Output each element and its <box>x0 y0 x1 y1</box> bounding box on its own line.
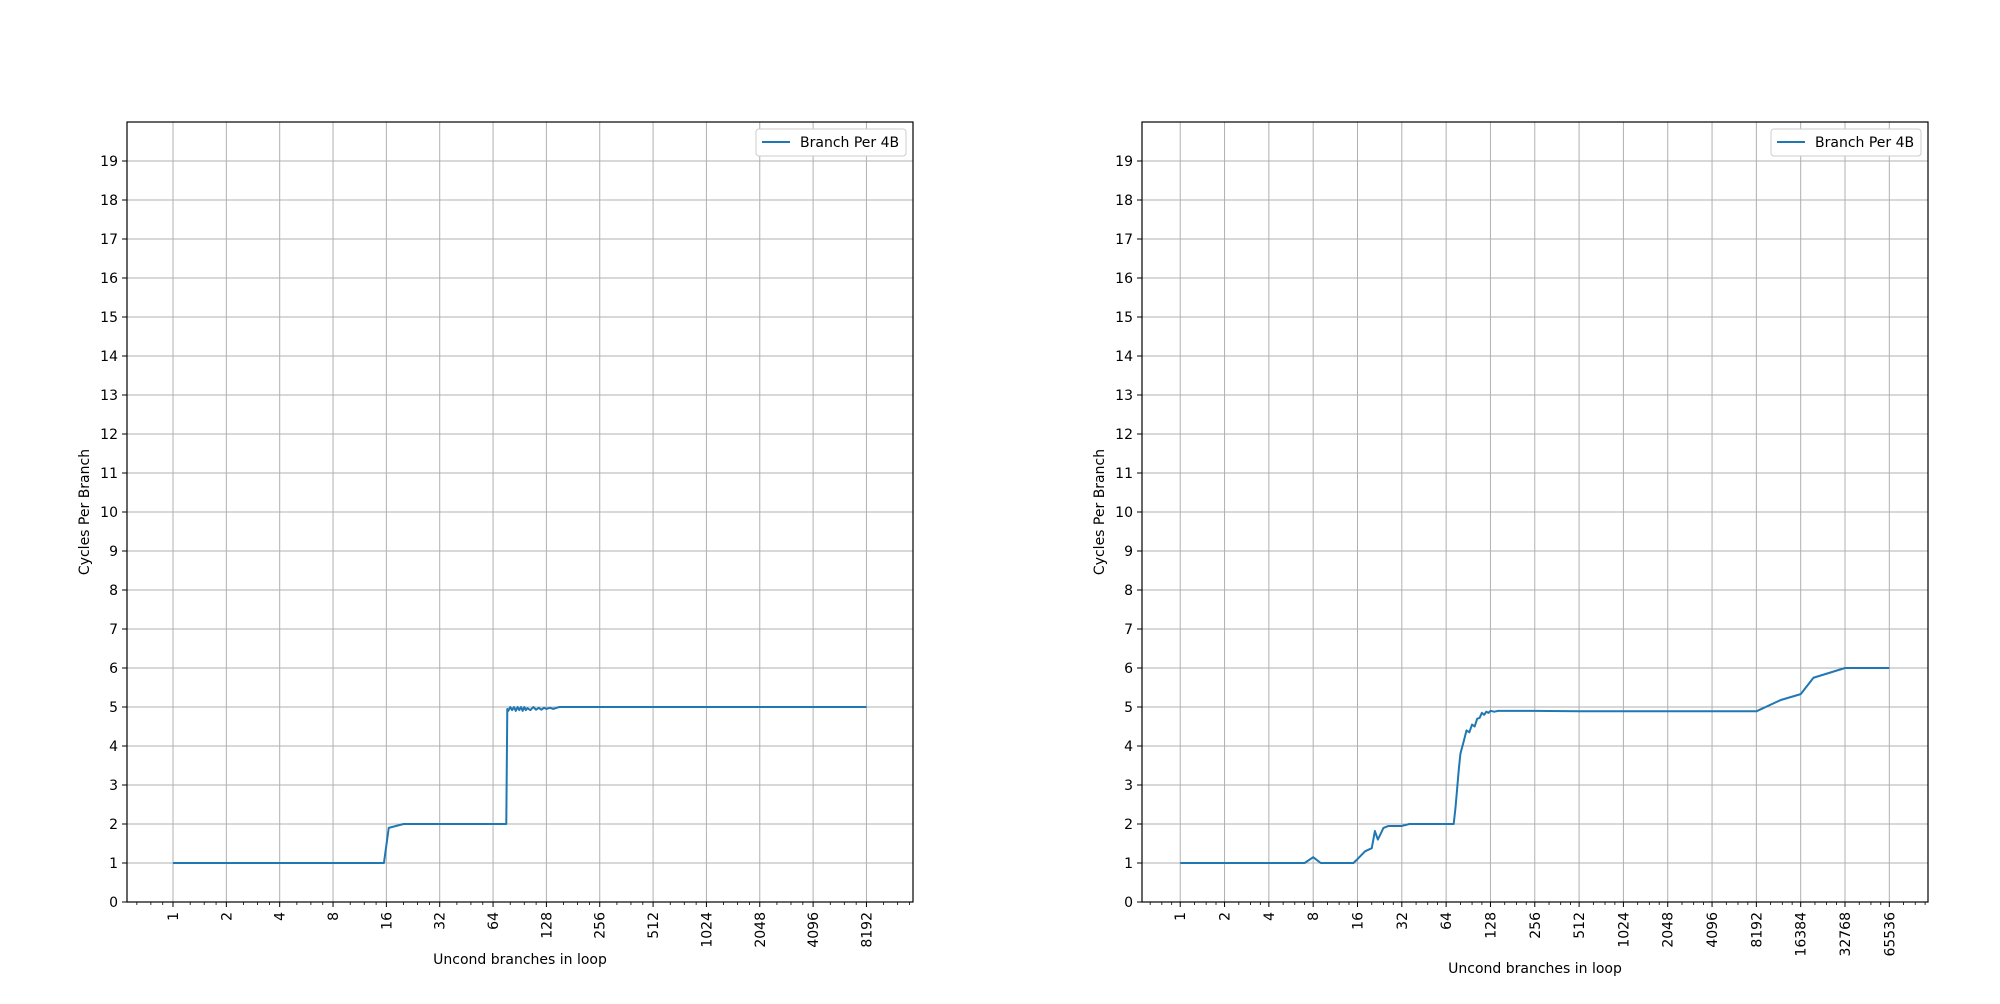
right-chart-y-tick-label: 5 <box>1124 700 1133 716</box>
left-chart-y-tick-label: 7 <box>109 622 118 638</box>
left-chart-y-tick-label: 15 <box>100 310 118 326</box>
right-chart-x-tick-label: 64 <box>1439 912 1455 930</box>
left-chart-y-tick-label: 11 <box>100 466 118 482</box>
right-chart-legend: Branch Per 4B <box>1770 128 1922 157</box>
left-chart-x-tick-label: 32 <box>433 912 449 930</box>
left-chart-x-tick-label: 1024 <box>699 912 715 948</box>
left-chart-x-tick-label: 256 <box>593 912 609 939</box>
left-chart-y-tick-label: 10 <box>100 505 118 521</box>
left-chart-legend-box <box>755 128 907 157</box>
left-chart-y-tick-label: 4 <box>109 739 118 755</box>
right-chart-series <box>1180 667 1890 864</box>
left-chart-x-tick-label: 2048 <box>753 912 769 948</box>
left-chart-y-axis-label: Cycles Per Branch <box>77 449 93 575</box>
right-chart-grid <box>1142 122 1928 903</box>
right-chart-y-tick-label: 18 <box>1115 193 1133 209</box>
left-chart-x-tick-label: 1 <box>166 912 182 921</box>
right-chart-x-tick-label: 32768 <box>1838 912 1854 957</box>
right-chart-y-tick-label: 3 <box>1124 778 1133 794</box>
left-chart-legend-label: Branch Per 4B <box>800 135 899 151</box>
left-chart-y-tick-label: 16 <box>100 271 118 287</box>
right-chart-y-tick-label: 8 <box>1124 583 1133 599</box>
right-chart-x-tick-label: 16384 <box>1794 912 1810 957</box>
right-chart-y-tick-label: 12 <box>1115 427 1133 443</box>
left-chart-x-tick-label: 64 <box>486 912 502 930</box>
right-chart-y-tick-label: 15 <box>1115 310 1133 326</box>
right-chart-x-tick-label: 512 <box>1572 912 1588 939</box>
right-chart-x-tick-label: 256 <box>1528 912 1544 939</box>
right-chart-x-axis-label: Uncond branches in loop <box>1448 961 1622 977</box>
left-chart-x-tick-label: 4096 <box>806 912 822 948</box>
left-chart-y-tick-label: 13 <box>100 388 118 404</box>
right-chart-x-tick-label: 65536 <box>1882 912 1898 957</box>
right-chart-x-tick-label: 1024 <box>1616 912 1632 948</box>
left-chart-x-tick-label: 4 <box>273 912 289 921</box>
right-chart-ticks: 1 2 4 8 16 32 64 128 256 512 1024 2048 4096 8192 16384… <box>1115 154 1926 957</box>
left-chart-x-tick-label: 2 <box>219 912 235 921</box>
left-chart-x-tick-label: 8 <box>326 912 342 921</box>
right-chart-x-tick-label: 32 <box>1395 912 1411 930</box>
right-chart-legend-box <box>1770 128 1922 157</box>
right-chart-y-tick-label: 0 <box>1124 895 1133 911</box>
right-chart-x-tick-label: 8 <box>1306 912 1322 921</box>
left-chart-y-tick-label: 14 <box>100 349 118 365</box>
left-chart: 1 2 4 8 16 32 64 128 256 512 1024 2048 4096 819201234… <box>77 121 914 968</box>
right-chart-x-tick-label: 4096 <box>1705 912 1721 948</box>
right-chart-y-tick-label: 14 <box>1115 349 1133 365</box>
right-chart-frame <box>1141 121 1929 903</box>
right-chart-y-tick-label: 11 <box>1115 466 1133 482</box>
left-chart-y-tick-label: 0 <box>109 895 118 911</box>
left-chart-ticks: 1 2 4 8 16 32 64 128 256 512 1024 2048 4096 819201234… <box>100 154 910 948</box>
right-chart-series-line <box>1180 667 1890 864</box>
right-chart-y-tick-label: 2 <box>1124 817 1133 833</box>
left-chart-x-tick-label: 512 <box>646 912 662 939</box>
right-chart-y-tick-label: 7 <box>1124 622 1133 638</box>
left-chart-y-tick-label: 9 <box>109 544 118 560</box>
left-chart-y-tick-label: 6 <box>109 661 118 677</box>
right-chart-x-tick-label: 2048 <box>1661 912 1677 948</box>
right-chart-y-tick-label: 16 <box>1115 271 1133 287</box>
left-chart-y-tick-label: 3 <box>109 778 118 794</box>
right-chart-y-tick-label: 13 <box>1115 388 1133 404</box>
right-chart-y-tick-label: 17 <box>1115 232 1133 248</box>
left-chart-legend: Branch Per 4B <box>755 128 907 157</box>
left-chart-y-tick-label: 2 <box>109 817 118 833</box>
left-chart-y-tick-label: 17 <box>100 232 118 248</box>
left-chart-y-tick-label: 5 <box>109 700 118 716</box>
left-chart-y-tick-label: 12 <box>100 427 118 443</box>
right-chart-y-axis-label: Cycles Per Branch <box>1092 449 1108 575</box>
left-chart-x-tick-label: 16 <box>379 912 395 930</box>
right-chart-legend-label: Branch Per 4B <box>1815 135 1914 151</box>
left-chart-x-tick-label: 128 <box>539 912 555 939</box>
right-chart-y-tick-label: 1 <box>1124 856 1133 872</box>
left-chart-series <box>173 706 867 864</box>
left-chart-frame <box>126 121 914 903</box>
left-chart-y-tick-label: 19 <box>100 154 118 170</box>
right-chart-x-tick-label: 16 <box>1350 912 1366 930</box>
right-chart-x-tick-label: 4 <box>1262 912 1278 921</box>
right-chart-y-tick-label: 19 <box>1115 154 1133 170</box>
right-chart-x-tick-label: 2 <box>1218 912 1234 921</box>
left-chart-series-line <box>173 706 867 864</box>
left-chart-y-tick-label: 18 <box>100 193 118 209</box>
right-chart-y-tick-label: 4 <box>1124 739 1133 755</box>
left-chart-y-tick-label: 1 <box>109 856 118 872</box>
left-chart-x-tick-label: 8192 <box>859 912 875 948</box>
right-chart: 1 2 4 8 16 32 64 128 256 512 1024 2048 4096 8192 16384… <box>1092 121 1929 977</box>
right-chart-y-tick-label: 10 <box>1115 505 1133 521</box>
left-chart-grid <box>127 122 913 903</box>
right-chart-x-tick-label: 8192 <box>1749 912 1765 948</box>
left-chart-x-axis-label: Uncond branches in loop <box>433 952 607 968</box>
right-chart-y-tick-label: 6 <box>1124 661 1133 677</box>
right-chart-y-tick-label: 9 <box>1124 544 1133 560</box>
right-chart-x-tick-label: 128 <box>1483 912 1499 939</box>
left-chart-y-tick-label: 8 <box>109 583 118 599</box>
right-chart-x-tick-label: 1 <box>1173 912 1189 921</box>
